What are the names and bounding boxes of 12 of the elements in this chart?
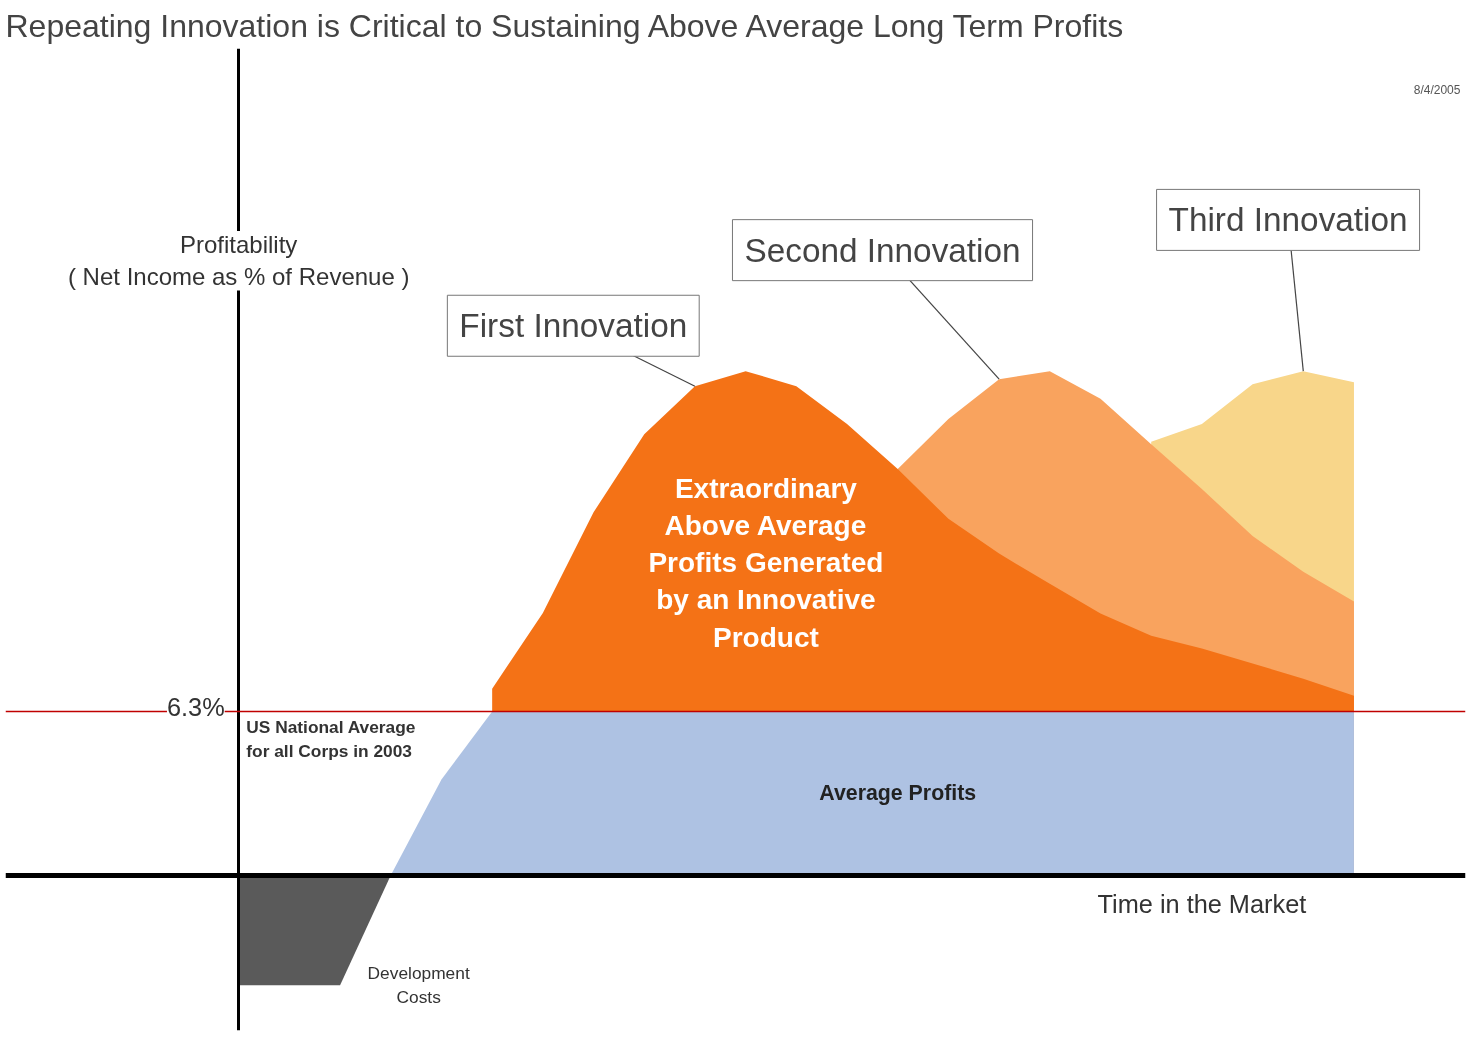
series-label: Average Profits xyxy=(819,781,977,806)
text: 8/4/2005 xyxy=(1413,82,1461,97)
ref-line-label: US National Average for all Corps in 2003 xyxy=(246,717,416,762)
series-label: Development Costs xyxy=(367,963,470,1008)
y-axis-title: Profitability ( Net Income as % of Revenue ) xyxy=(67,231,410,291)
x-axis-title: Time in the Market xyxy=(1097,890,1307,919)
text: Second Innovation xyxy=(744,231,1021,269)
chart-title: Repeating Innovation is Critical to Sustaining Above Average Long Term Profits xyxy=(5,7,1124,44)
text: Third Innovation xyxy=(1168,201,1408,239)
annotation: Extraordinary Above Average Profits Generated by an Innovative Product xyxy=(648,472,884,653)
series-label: First Innovation xyxy=(459,307,688,345)
annotation: 6.3% xyxy=(166,693,225,722)
